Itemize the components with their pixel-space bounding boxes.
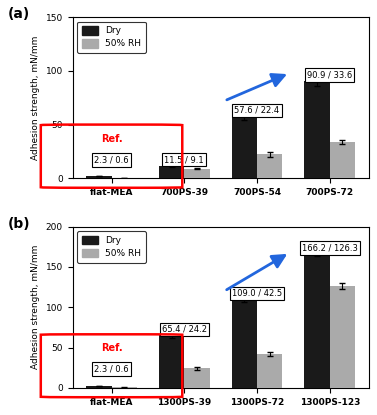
Bar [330, 142, 355, 178]
Bar [304, 254, 330, 388]
Text: (b): (b) [8, 217, 30, 231]
Bar [86, 386, 112, 388]
Bar [304, 81, 330, 178]
Text: 11.5 / 9.1: 11.5 / 9.1 [164, 155, 204, 164]
Text: Ref.: Ref. [101, 343, 123, 354]
Legend: Dry, 50% RH: Dry, 50% RH [77, 231, 146, 263]
Legend: Dry, 50% RH: Dry, 50% RH [77, 22, 146, 53]
Text: Ref.: Ref. [101, 134, 123, 144]
Bar [86, 176, 112, 178]
Bar [257, 154, 282, 178]
Text: 109.0 / 42.5: 109.0 / 42.5 [232, 288, 282, 298]
Bar [159, 335, 184, 388]
Bar [159, 166, 184, 178]
Text: 90.9 / 33.6: 90.9 / 33.6 [307, 71, 352, 79]
Bar [184, 168, 210, 178]
Text: 57.6 / 22.4: 57.6 / 22.4 [234, 106, 280, 115]
Y-axis label: Adhesion strength, mN/mm: Adhesion strength, mN/mm [31, 245, 40, 369]
Text: 166.2 / 126.3: 166.2 / 126.3 [302, 244, 358, 252]
Text: 2.3 / 0.6: 2.3 / 0.6 [94, 155, 129, 164]
Bar [330, 286, 355, 388]
Text: (a): (a) [8, 7, 30, 21]
Y-axis label: Adhesion strength, mN/mm: Adhesion strength, mN/mm [31, 36, 40, 160]
Bar [231, 117, 257, 178]
Text: 65.4 / 24.2: 65.4 / 24.2 [162, 325, 207, 334]
Text: 2.3 / 0.6: 2.3 / 0.6 [94, 365, 129, 374]
Bar [257, 354, 282, 388]
Bar [231, 300, 257, 388]
Bar [184, 369, 210, 388]
